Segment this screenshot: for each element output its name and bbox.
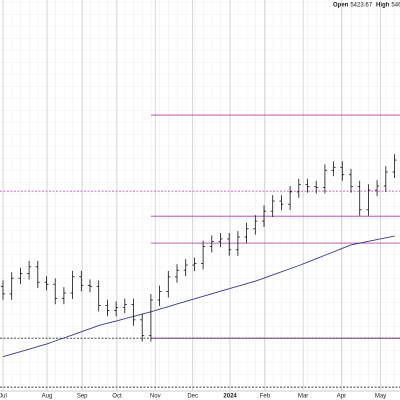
ohlc-bar [349, 168, 354, 193]
x-tick-label: Mar [298, 394, 308, 400]
ohlc-bar [44, 276, 49, 291]
moving-average [2, 235, 395, 358]
ohlc-bar [114, 301, 119, 317]
ohlc-bar [314, 180, 319, 194]
ohlc-bar [96, 280, 101, 312]
ohlc-bar [88, 279, 93, 293]
header-value: 5469.3 [391, 3, 400, 9]
x-tick-label: Aug [42, 394, 53, 400]
ohlc-bar [157, 285, 162, 306]
header-label: High [376, 3, 390, 9]
ohlc-bar [18, 267, 23, 285]
ohlc-bar [366, 184, 371, 216]
ohlc-bar [218, 233, 223, 248]
ohlc-bar [296, 178, 301, 198]
ohlc-bar [322, 164, 327, 194]
ohlc-bar [392, 154, 397, 178]
ohlc-bar [209, 235, 214, 253]
ohlc-bar [35, 260, 40, 289]
ohlc-bar [235, 231, 240, 256]
ohlc-bar [9, 272, 14, 300]
ohlc-bar [192, 257, 197, 271]
ohlc-bar [375, 180, 380, 197]
x-tick-label: Nov [150, 394, 161, 400]
ohlc-bar [279, 195, 284, 211]
ohlc-bar [148, 294, 153, 342]
x-tick-label: Oct [112, 394, 122, 400]
ohlc-bar [201, 240, 206, 270]
ohlc-bar [122, 298, 127, 314]
ohlc-bar [340, 161, 345, 181]
ohlc-bar [70, 270, 75, 299]
ohlc-bar [166, 270, 171, 298]
ohlc-bar [61, 287, 66, 305]
ohlc-bar [305, 178, 310, 193]
ohlc-bar [1, 280, 6, 300]
x-tick-label: Sep [77, 394, 88, 400]
ohlc-bar [253, 215, 258, 235]
x-tick-label: May [375, 394, 386, 400]
x-tick-label: Feb [260, 394, 271, 400]
ohlc-bar [79, 270, 84, 292]
x-tick-label: Dec [187, 394, 198, 400]
ohlc-bar [175, 264, 180, 283]
ohlc-bar [357, 180, 362, 216]
ohlc-bar [105, 299, 110, 317]
header-label: Open [333, 3, 349, 9]
ohlc-bar [383, 166, 388, 192]
minor-grid [0, 0, 400, 391]
ohlc-bar [244, 222, 249, 243]
ohlc-bar [183, 259, 188, 277]
ohlc-bar [27, 260, 32, 280]
x-tick-label: 2024 [223, 394, 237, 400]
x-tick-label: Apr [337, 394, 346, 400]
ohlc-bar [288, 185, 293, 211]
ohlc-bar [140, 313, 145, 342]
ohlc-bar [227, 233, 232, 256]
ohlc-bar [262, 205, 267, 227]
ohlc-bar [270, 195, 275, 218]
x-tick-label: Jul [0, 394, 7, 400]
header-value: 5423.67 [350, 3, 372, 9]
ohlc-bar [53, 278, 58, 305]
ohlc-bar [131, 298, 136, 326]
ohlc-bar [331, 161, 336, 177]
